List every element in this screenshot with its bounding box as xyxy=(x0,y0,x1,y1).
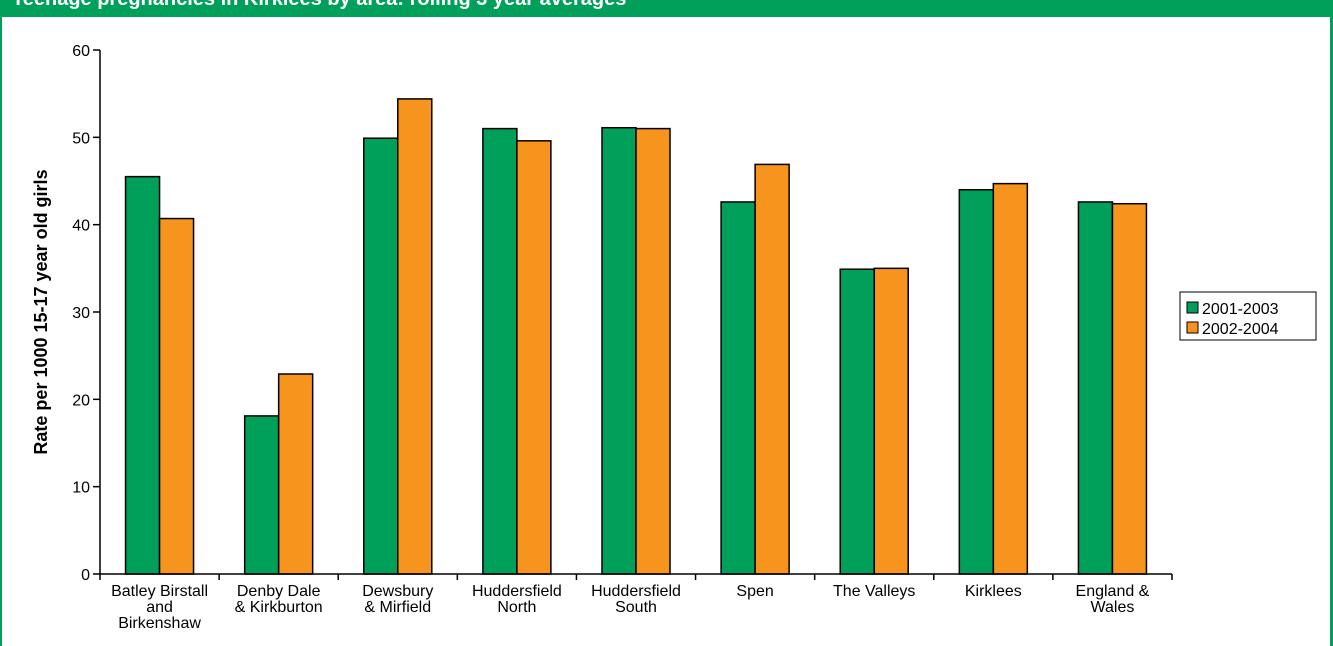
y-tick-label: 30 xyxy=(72,305,90,322)
bar-2001-2003 xyxy=(958,188,995,575)
bar-2002-2004 xyxy=(992,182,1029,575)
legend: 2001-2003 2002-2004 xyxy=(1179,291,1317,341)
header-bar: Teenage pregnancies in Kirklees by area:… xyxy=(0,0,1333,17)
y-tick-label: 50 xyxy=(72,130,90,147)
chart-title: Teenage pregnancies in Kirklees by area:… xyxy=(12,0,626,11)
bar-2001-2003 xyxy=(124,175,161,575)
x-tick-label: Dewsbury xyxy=(362,583,433,600)
bar-2001-2003 xyxy=(482,127,518,575)
labels-group: 0 10 20 30 40 50 60 Rate per 1000 15-17 year ol… xyxy=(31,43,1150,632)
bars-group xyxy=(124,98,1148,575)
x-tick-label: & Kirkburton xyxy=(235,599,323,616)
bar-2002-2004 xyxy=(277,373,314,575)
x-tick-label: Denby Dale xyxy=(237,583,321,600)
legend-swatch xyxy=(1186,321,1199,334)
x-tick-label: South xyxy=(615,599,657,616)
legend-label: 2002-2004 xyxy=(1202,321,1279,338)
bar-2001-2003 xyxy=(720,201,756,575)
y-axis-title: Rate per 1000 15-17 year old girls xyxy=(31,169,51,454)
x-tick-label: The Valleys xyxy=(833,583,915,600)
x-tick-label: North xyxy=(497,599,536,616)
y-tick-label: 40 xyxy=(72,218,90,235)
bar-2001-2003 xyxy=(601,126,637,575)
legend-label: 2001-2003 xyxy=(1202,301,1279,318)
bar-2002-2004 xyxy=(873,267,909,575)
bar-2002-2004 xyxy=(1111,202,1148,575)
legend-box xyxy=(1179,291,1317,341)
x-tick-label: Huddersfield xyxy=(591,583,681,600)
bar-2002-2004 xyxy=(754,163,790,575)
x-tick-label: England & xyxy=(1076,583,1150,600)
x-tick-label: Spen xyxy=(736,583,773,600)
bar-2002-2004 xyxy=(158,217,195,575)
legend-swatch xyxy=(1186,301,1199,314)
x-tick-label: & Mirfield xyxy=(364,599,431,616)
x-tick-label: Batley Birstall xyxy=(111,583,208,600)
axes-group xyxy=(93,49,1173,580)
x-tick-label: and xyxy=(146,599,173,616)
x-tick-label: Huddersfield xyxy=(472,583,562,600)
x-tick-label: Wales xyxy=(1091,599,1135,616)
bar-2001-2003 xyxy=(1077,201,1114,575)
bar-2001-2003 xyxy=(243,415,280,575)
y-tick-label: 0 xyxy=(81,567,90,584)
bar-2002-2004 xyxy=(397,98,433,575)
x-tick-label: Kirklees xyxy=(965,583,1022,600)
bar-2001-2003 xyxy=(839,268,875,575)
y-tick-label: 20 xyxy=(72,392,90,409)
bar-2002-2004 xyxy=(635,127,671,575)
x-tick-label: Birkenshaw xyxy=(118,615,201,632)
y-tick-label: 60 xyxy=(72,43,90,60)
bar-2002-2004 xyxy=(516,140,552,575)
bar-2001-2003 xyxy=(363,137,399,575)
y-tick-label: 10 xyxy=(72,480,90,497)
